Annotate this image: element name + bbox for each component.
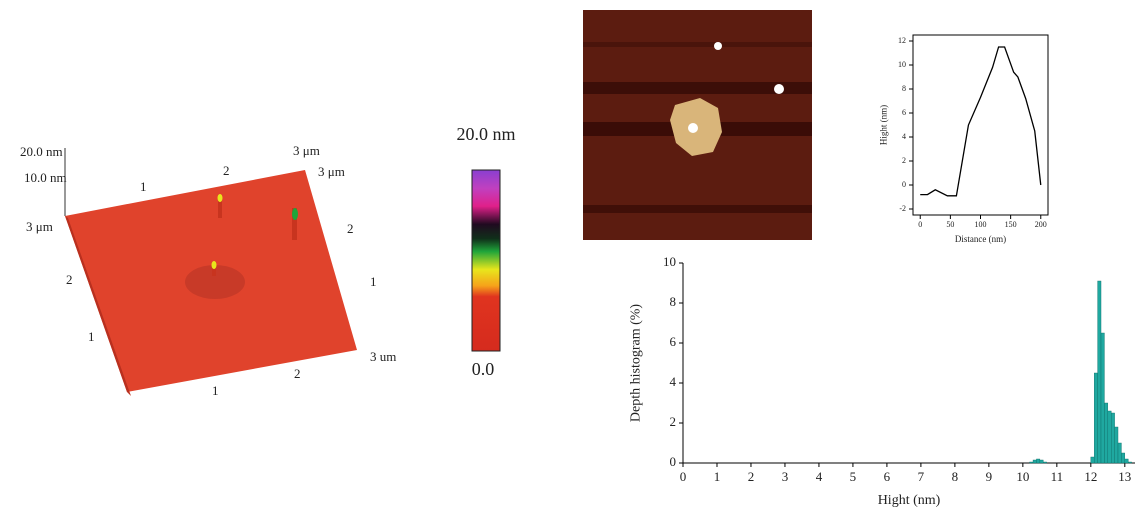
x-tick-label: 4 [816, 469, 823, 484]
x-tick-label: 50 [946, 220, 954, 229]
x-tick-label: 7 [918, 469, 925, 484]
colorbar-max: 20.0 nm [456, 124, 515, 144]
x-tick-label: 3 [782, 469, 789, 484]
histogram-bar [1121, 453, 1124, 463]
histogram-bar [1111, 413, 1114, 463]
y-tick-label: 0 [902, 180, 906, 189]
edge-tick-label: 1 [212, 383, 219, 398]
edge-tick-label: 2 [66, 272, 73, 287]
spike-tip [292, 208, 298, 220]
x-tick-label: 8 [952, 469, 959, 484]
x-tick-label: 100 [975, 220, 987, 229]
z-label: 10.0 nm [24, 170, 67, 185]
y-axis-label: Depth histogram (%) [628, 304, 643, 423]
histogram-bar [1104, 403, 1107, 463]
y-tick-label: 4 [670, 374, 677, 389]
histogram-bar [1033, 460, 1036, 463]
colorbar-min: 0.0 [472, 359, 495, 379]
histogram-bar [1043, 462, 1046, 463]
edge-tick-label: 2 [347, 221, 354, 236]
z-label: 20.0 nm [20, 144, 63, 159]
y-tick-label: 8 [670, 294, 677, 309]
x-tick-label: 11 [1051, 469, 1064, 484]
axis-label: 3 μm [26, 219, 53, 234]
x-tick-label: 9 [986, 469, 993, 484]
colorbar-scale [472, 170, 500, 351]
histogram-bar [1098, 281, 1101, 463]
x-tick-label: 1 [714, 469, 721, 484]
chart: 0 50 100 150 200 -2 0 2 4 6 8 10 12 Distance (nm) High… [878, 35, 1048, 244]
histogram-bar [1036, 459, 1039, 463]
y-tick-label: 8 [902, 84, 906, 93]
x-tick-label: 150 [1005, 220, 1017, 229]
histogram-bar [1128, 462, 1131, 463]
axis-label: 3 μm [293, 143, 320, 158]
x-tick-label: 6 [884, 469, 891, 484]
y-axis-label: Hight (nm) [878, 105, 888, 145]
y-tick-label: 2 [670, 414, 677, 429]
histogram-bar [1030, 462, 1033, 463]
colorbar: 20.0 nm 0.0 [456, 124, 515, 379]
edge-tick-label: 2 [294, 366, 301, 381]
x-tick-label: 0 [680, 469, 687, 484]
spike-tip [212, 261, 217, 269]
histogram-bar [1108, 411, 1111, 463]
edge-tick-label: 1 [370, 274, 377, 289]
x-axis-label: Hight (nm) [878, 493, 941, 508]
x-axis-label: Distance (nm) [955, 234, 1006, 244]
histogram-bar [1091, 457, 1094, 463]
edge-tick-label: 1 [88, 329, 95, 344]
y-tick-label: 2 [902, 156, 906, 165]
histogram-bar [1115, 427, 1118, 463]
histogram-bar [1101, 333, 1104, 463]
axis-label: 3 μm [318, 164, 345, 179]
y-tick-label: -2 [899, 204, 906, 213]
y-tick-label: 6 [670, 334, 677, 349]
y-tick-label: 10 [663, 254, 676, 269]
data-line [920, 47, 1041, 196]
histogram-bar [1118, 443, 1121, 463]
surface-3d: 20.0 nm 10.0 nm 3 μm 3 μm 3 μm 1 2 2 1 2… [20, 143, 396, 398]
histogram-bar [1094, 373, 1097, 463]
x-tick-label: 0 [918, 220, 922, 229]
axis-label: 3 um [370, 349, 396, 364]
x-tick-label: 5 [850, 469, 857, 484]
y-tick-label: 10 [898, 60, 906, 69]
histogram-bar [1040, 460, 1043, 463]
x-tick-label: 13 [1118, 469, 1131, 484]
histogram-bar [1125, 459, 1128, 463]
y-tick-label: 12 [898, 36, 906, 45]
spike-tip [218, 194, 223, 202]
x-tick-label: 200 [1035, 220, 1047, 229]
edge-tick-label: 2 [223, 163, 230, 178]
y-tick-label: 0 [670, 454, 677, 469]
y-tick-label: 6 [902, 108, 906, 117]
x-tick-label: 2 [748, 469, 755, 484]
afm-image [583, 10, 812, 240]
y-tick-label: 4 [902, 132, 906, 141]
x-tick-label: 10 [1016, 469, 1029, 484]
edge-tick-label: 1 [140, 179, 147, 194]
figure: 20.0 nm 10.0 nm 3 μm 3 μm 3 μm 1 2 2 1 2… [0, 0, 1139, 513]
x-tick-label: 12 [1084, 469, 1097, 484]
plot-frame [913, 35, 1048, 215]
